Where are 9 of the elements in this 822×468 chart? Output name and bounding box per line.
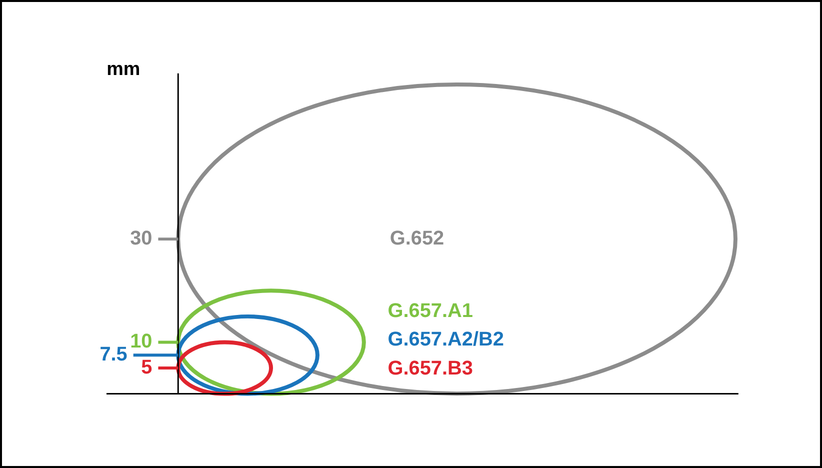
data-label: 10 bbox=[130, 330, 152, 353]
text: mm bbox=[106, 58, 140, 80]
data-label: 5 bbox=[141, 356, 152, 378]
category-label: G.657.A1 bbox=[388, 300, 473, 322]
category-label: G.657.A2/B2 bbox=[388, 328, 504, 351]
category-label: G.652 bbox=[390, 228, 444, 250]
category-label: G.657.B3 bbox=[388, 357, 473, 380]
data-label: 30 bbox=[130, 228, 152, 250]
data-label: 7.5 bbox=[100, 344, 128, 366]
